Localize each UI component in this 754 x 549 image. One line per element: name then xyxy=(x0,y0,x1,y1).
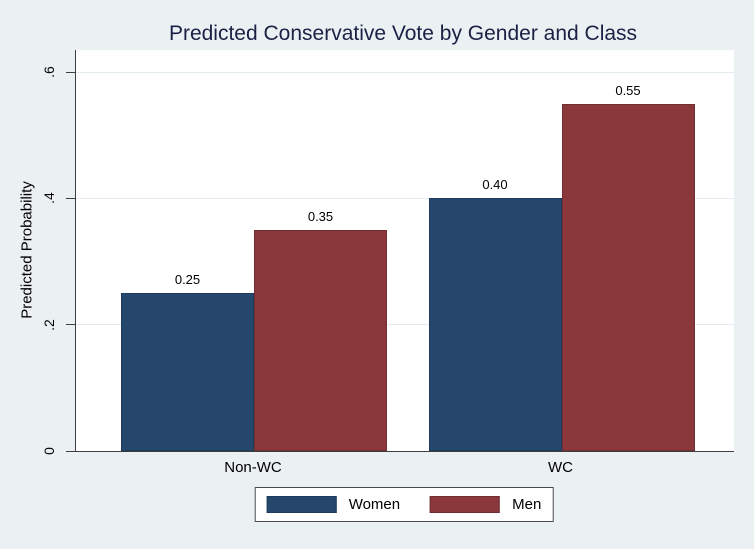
y-tick-label: .4 xyxy=(41,192,57,205)
bar-men-wc xyxy=(561,103,695,451)
legend-label-men: Men xyxy=(512,496,542,513)
bar-value-label: 0.35 xyxy=(307,208,334,224)
plot-area: 0.25 0.35 0.40 0.55 xyxy=(66,50,734,452)
x-axis-category-label: Non-WC xyxy=(224,459,282,476)
y-tick-mark xyxy=(66,450,75,452)
bar-value-label: 0.25 xyxy=(174,272,201,288)
y-tick-label: .2 xyxy=(41,318,57,331)
bar-women-wc xyxy=(428,198,562,451)
y-tick-mark xyxy=(66,71,75,73)
legend-swatch-men xyxy=(430,496,501,513)
legend-item-women: Women xyxy=(266,496,401,513)
bar-value-label: 0.40 xyxy=(482,177,508,193)
legend-item-men: Men xyxy=(430,496,541,513)
legend-swatch-women xyxy=(266,496,337,513)
y-tick-mark xyxy=(66,197,75,199)
bar-women-non-wc xyxy=(121,293,254,451)
y-tick-label: 0 xyxy=(41,447,57,455)
y-axis-title: Predicted Probability xyxy=(18,181,36,319)
legend-label-women: Women xyxy=(348,496,401,513)
bar-value-label: 0.55 xyxy=(615,82,641,98)
y-gridline xyxy=(76,324,734,326)
bar-men-non-wc xyxy=(254,229,387,451)
y-tick-mark xyxy=(66,324,75,326)
x-axis-category-label: WC xyxy=(548,459,573,476)
chart-title: Predicted Conservative Vote by Gender an… xyxy=(168,22,638,45)
y-gridline xyxy=(76,197,734,199)
y-tick-label: .6 xyxy=(41,66,57,78)
legend: Women Men xyxy=(254,487,554,522)
y-gridline xyxy=(76,71,734,73)
